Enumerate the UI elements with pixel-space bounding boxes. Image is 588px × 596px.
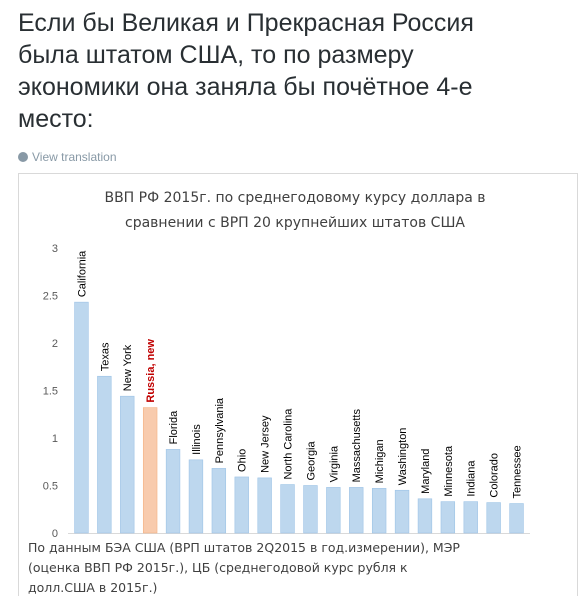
footnote: долл.США в 2015г.) [28, 580, 157, 595]
bar [486, 502, 501, 534]
bar [74, 301, 89, 534]
tweet-text: Если бы Великая и Прекрасная Россия [18, 9, 474, 37]
bar [417, 498, 433, 534]
category-label: Michigan [374, 439, 386, 483]
footnote: По данным БЭА США (ВРП штатов 2Q2015 в г… [28, 540, 460, 555]
category-label: Colorado [489, 453, 501, 498]
footnote: (оценка ВВП РФ 2015г.), ЦБ (среднегодово… [28, 560, 408, 575]
category-label: Russia, new [145, 339, 157, 403]
y-tick-label: 1 [52, 433, 58, 445]
bar [326, 487, 341, 534]
category-label: Massachusetts [351, 409, 363, 483]
category-label: Florida [168, 410, 180, 445]
category-label: Minnesota [443, 445, 455, 497]
bar [394, 489, 410, 534]
category-label: Georgia [305, 440, 317, 480]
bar [234, 476, 249, 534]
category-label: California [76, 250, 88, 297]
bar [349, 487, 364, 534]
tweet-text: экономики она заняла бы почётное 4-е [18, 73, 473, 101]
bar [463, 501, 478, 534]
tweet: Если бы Великая и Прекрасная Россия была… [18, 9, 474, 164]
bar [188, 459, 204, 534]
tweet-text: место: [18, 105, 94, 133]
globe-icon [18, 152, 28, 162]
bar [211, 468, 227, 534]
y-tick-label: 2 [52, 338, 58, 350]
chart-title: ВВП РФ 2015г. по среднегодовому курсу до… [104, 190, 485, 206]
tweet-text: была штатом США, то по размеру [18, 41, 414, 69]
bar [303, 485, 318, 534]
chart-title: сравнении с ВРП 20 крупнейших штатов США [125, 215, 465, 231]
category-label: North Carolina [283, 408, 295, 480]
category-label: New York [122, 344, 134, 391]
category-label: Ohio [237, 449, 249, 472]
category-label: Texas [99, 342, 111, 371]
bar [97, 375, 112, 534]
bar [257, 477, 272, 534]
category-label: Virginia [328, 445, 340, 482]
bar [142, 407, 158, 534]
bar [509, 503, 524, 534]
bar [280, 484, 295, 534]
bar [120, 395, 135, 534]
category-label: Pennsylvania [214, 397, 226, 463]
category-label: New Jersey [260, 415, 272, 473]
bar [165, 449, 181, 534]
bar [440, 501, 456, 534]
bar [371, 488, 387, 534]
y-tick-label: 1.5 [43, 386, 58, 398]
category-label: Washington [397, 428, 409, 486]
y-tick-label: 0.5 [43, 481, 58, 493]
y-tick-label: 3 [52, 243, 58, 255]
y-tick-label: 2.5 [43, 291, 58, 303]
category-label: Indiana [466, 460, 478, 497]
chart-frame [18, 173, 578, 596]
view-translation[interactable]: View translation [32, 150, 117, 164]
category-label: Maryland [420, 449, 432, 494]
y-tick-label: 0 [52, 528, 58, 540]
category-label: Illinois [191, 424, 203, 455]
category-label: Tennessee [512, 445, 524, 498]
